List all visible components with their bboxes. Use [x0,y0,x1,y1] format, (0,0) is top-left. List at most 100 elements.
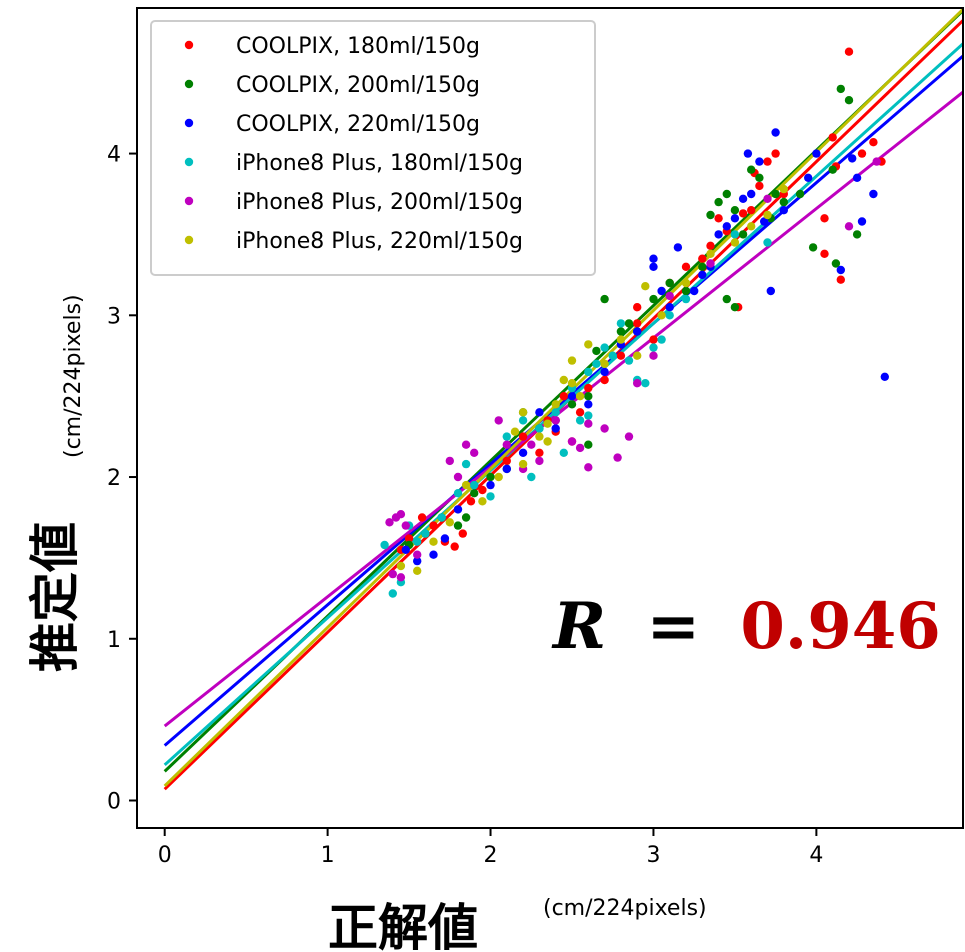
data-point-series-2 [584,392,593,401]
data-point-series-4 [551,408,560,417]
data-point-series-1 [828,133,837,142]
data-point-series-3 [535,408,544,417]
x-axis-ticks: 0 1 2 3 4 [158,828,823,868]
data-point-series-3 [567,392,577,401]
data-point-series-3 [698,270,707,280]
data-point-series-6 [518,408,528,417]
data-point-series-1 [714,214,723,223]
data-point-series-3 [600,367,609,377]
data-point-series-4 [608,351,617,360]
legend-label: iPhone8 Plus, 220ml/150g [236,229,523,254]
data-point-series-6 [730,238,740,247]
data-point-series-4 [649,343,658,352]
data-point-series-1 [633,319,642,328]
data-point-series-4 [763,238,772,247]
data-point-series-2 [470,489,479,498]
data-point-series-3 [673,243,683,252]
data-point-series-2 [714,197,723,207]
data-point-series-1 [738,209,748,218]
data-point-series-1 [478,485,487,495]
legend-marker [184,235,194,245]
data-point-series-5 [567,437,577,446]
data-point-series-4 [641,379,650,388]
data-point-series-1 [616,351,626,360]
r-equals: = [646,589,700,664]
y-axis-ticks: 0 1 2 3 4 [107,143,137,815]
y-tick-label: 4 [107,143,121,168]
x-tick-label: 3 [646,843,660,868]
data-point-series-2 [755,173,764,182]
data-point-series-3 [755,157,764,166]
data-point-series-3 [665,303,674,312]
data-point-series-6 [584,340,593,349]
data-point-series-6 [600,359,609,368]
data-point-series-6 [763,210,772,220]
data-point-series-5 [535,456,544,466]
data-point-series-2 [747,165,756,174]
data-point-series-5 [575,443,585,453]
data-point-series-1 [771,149,780,158]
data-point-series-3 [747,189,756,199]
x-tick-label: 2 [484,843,498,868]
data-point-series-2 [808,243,818,252]
data-point-series-3 [401,545,410,554]
data-point-series-2 [649,294,658,304]
data-point-series-4 [559,448,568,457]
fit-line-series-4 [163,42,965,767]
data-point-series-3 [857,217,867,226]
data-point-series-5 [445,456,454,466]
data-point-series-6 [567,356,577,365]
data-point-series-5 [502,440,511,449]
data-point-series-4 [665,311,674,320]
data-point-series-1 [706,241,715,250]
legend-label: COOLPIX, 180ml/150g [236,34,480,59]
data-point-series-2 [616,327,626,336]
data-point-series-1 [466,497,476,506]
data-point-series-3 [771,128,780,137]
data-point-series-5 [453,472,463,482]
data-point-series-2 [665,278,674,288]
data-point-series-2 [795,189,805,199]
data-point-series-3 [836,265,845,275]
data-point-series-6 [779,184,788,194]
data-point-series-3 [486,480,495,490]
data-point-series-1 [681,262,691,271]
data-point-series-3 [852,173,862,182]
data-point-series-2 [698,262,707,271]
data-point-series-4 [730,230,740,239]
data-point-series-4 [518,416,528,425]
data-point-series-5 [396,573,406,582]
data-point-series-4 [470,480,479,490]
data-point-series-2 [844,96,854,105]
data-point-series-3 [502,464,511,474]
data-point-series-4 [657,335,666,344]
data-point-series-1 [502,456,511,466]
data-point-series-4 [584,367,593,377]
data-point-series-4 [584,411,593,420]
data-point-series-5 [396,510,406,519]
data-point-series-6 [396,561,406,571]
data-point-series-5 [763,194,772,203]
data-point-series-5 [470,448,479,457]
data-point-series-6 [641,282,650,291]
data-point-series-3 [869,189,878,199]
data-point-series-1 [820,249,829,258]
data-point-series-4 [624,356,634,365]
data-point-series-1 [450,542,459,551]
data-point-series-3 [804,173,813,182]
data-point-series-5 [401,521,410,530]
data-point-series-2 [681,286,691,296]
data-point-series-3 [760,217,769,226]
data-point-series-2 [852,230,862,239]
data-point-series-1 [763,157,772,166]
data-point-series-1 [559,392,568,401]
x-axis-label: 正解値 [328,899,478,952]
data-point-series-2 [828,165,837,174]
data-point-series-2 [592,346,601,356]
data-point-series-2 [722,294,731,304]
y-tick-label: 1 [107,628,121,653]
data-point-series-2 [730,206,740,215]
data-point-series-6 [461,480,471,490]
r-symbol: R [551,589,606,664]
data-point-series-6 [510,427,520,436]
